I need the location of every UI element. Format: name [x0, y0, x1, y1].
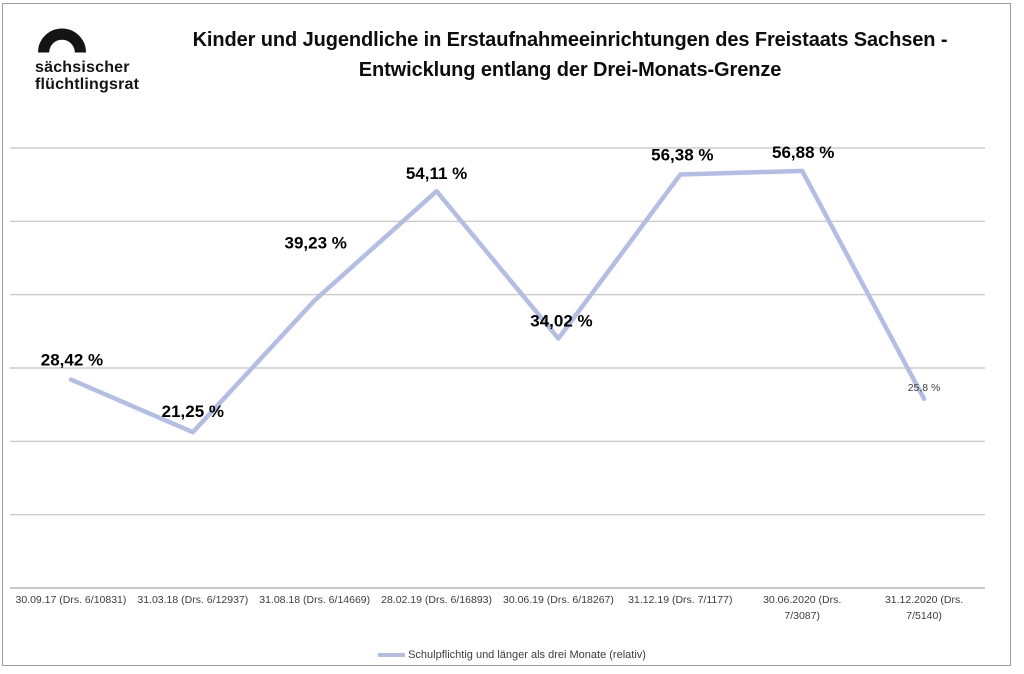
x-axis-label: 30.06.2020 (Drs. 7/3087) [763, 594, 842, 622]
data-label: 25,8 % [908, 382, 941, 394]
x-axis-label: 28.02.19 (Drs. 6/16893) [381, 594, 493, 606]
legend: Schulpflichtig und länger als drei Monat… [0, 648, 1024, 662]
x-axis-label: 31.03.18 (Drs. 6/12937) [137, 594, 249, 606]
logo: sächsischer flüchtlingsrat [35, 26, 175, 93]
x-axis-label: 30.09.17 (Drs. 6/10831) [15, 594, 127, 606]
data-label: 56,38 % [651, 146, 713, 165]
chart-border-frame [2, 3, 1011, 666]
chart-title: Kinder und Jugendliche in Erstaufnahmeei… [140, 25, 1000, 85]
data-label: 21,25 % [162, 402, 224, 421]
data-label: 56,88 % [772, 143, 834, 162]
x-axis-label: 31.08.18 (Drs. 6/14669) [259, 594, 371, 606]
x-axis-label: 31.12.2020 (Drs. 7/5140) [884, 594, 964, 622]
logo-text: sächsischer flüchtlingsrat [35, 59, 175, 93]
x-axis: 30.09.17 (Drs. 6/10831) 31.03.18 (Drs. 6/… [10, 593, 985, 624]
chart-title-line1: Kinder und Jugendliche in Erstaufnahmeei… [192, 29, 948, 51]
x-axis-label: 30.06.19 (Drs. 6/18267) [502, 594, 614, 606]
data-label: 54,11 % [406, 164, 467, 183]
chart-title-line2: Entwicklung entlang der Drei-Monats-Gren… [358, 59, 782, 81]
legend-line-swatch [378, 653, 406, 657]
series-line [68, 168, 927, 435]
x-axis-label: 31.12.19 (Drs. 7/1177) [628, 594, 733, 606]
data-label: 34,02 % [530, 312, 592, 331]
arch-icon [38, 28, 86, 53]
logo-text-line2: flüchtlingsrat [35, 75, 140, 93]
data-label: 28,42 % [41, 351, 103, 370]
data-label: 39,23 % [284, 233, 346, 252]
legend-label: Schulpflichtig und länger als drei Monat… [408, 649, 646, 661]
logo-text-line1: sächsischer [35, 59, 130, 76]
